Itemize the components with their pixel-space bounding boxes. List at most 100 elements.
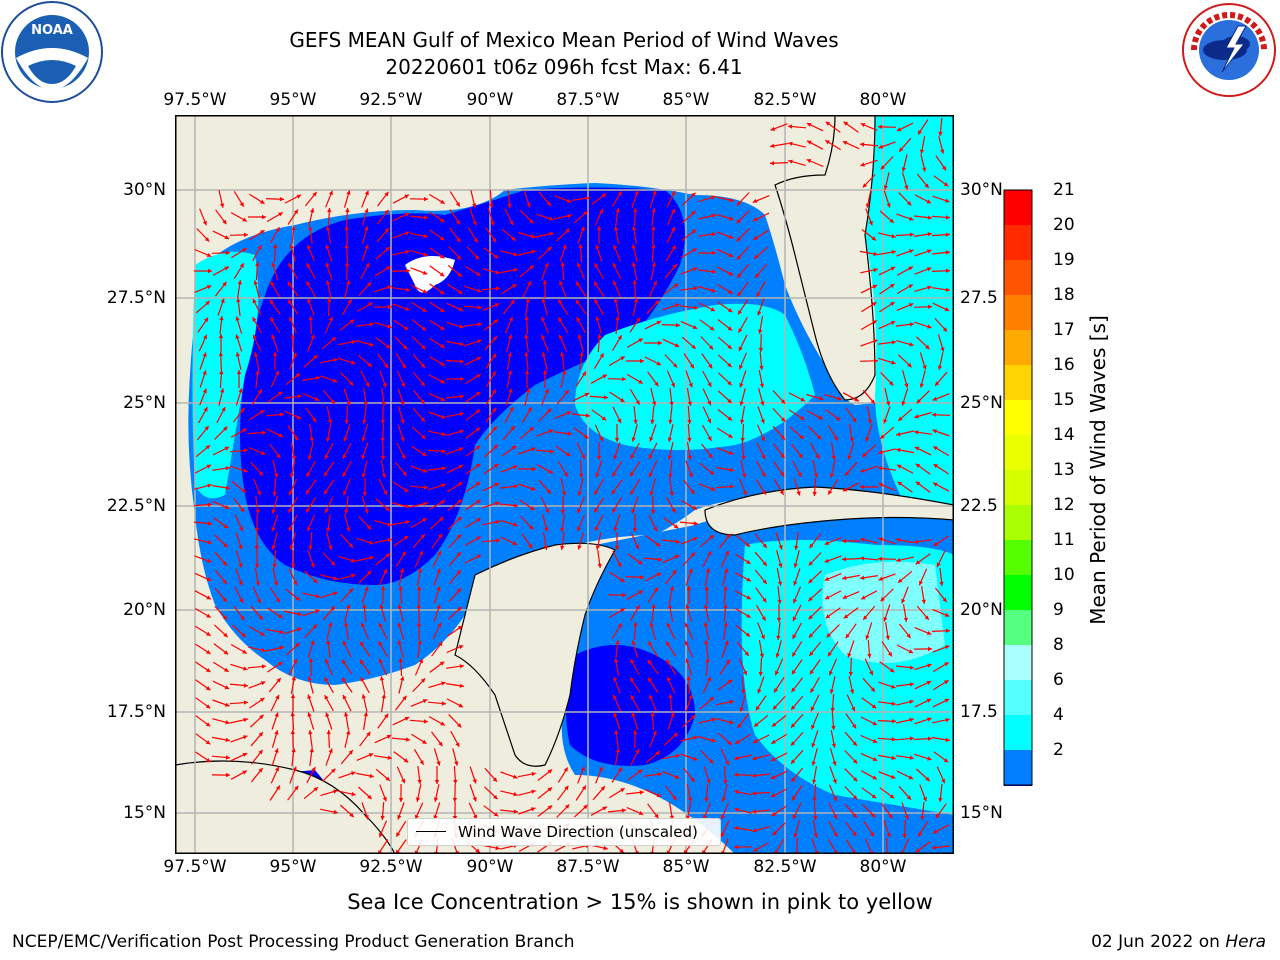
wind-arrow-head bbox=[770, 775, 776, 780]
wind-arrow-head bbox=[888, 813, 893, 819]
wind-arrow-head bbox=[457, 625, 463, 630]
wind-arrow-head bbox=[746, 595, 751, 600]
wind-arrow-head bbox=[434, 780, 440, 784]
wind-arrow-head bbox=[742, 490, 747, 496]
wind-arrow-head bbox=[880, 596, 885, 602]
wind-arrow-head bbox=[292, 766, 297, 772]
wind-arrow-head bbox=[711, 717, 716, 722]
wind-arrow-head bbox=[346, 401, 351, 406]
wind-arrow-head bbox=[241, 632, 246, 637]
wind-arrow-head bbox=[649, 694, 654, 700]
wind-arrow-head bbox=[457, 516, 462, 522]
wind-arrow-head bbox=[383, 490, 388, 495]
wind-arrow-head bbox=[276, 453, 281, 459]
wind-arrow-head bbox=[595, 316, 600, 321]
wind-arrow-head bbox=[925, 344, 930, 350]
wind-arrow-head bbox=[512, 284, 517, 289]
lon-tick-bottom: 87.5°W bbox=[556, 857, 620, 877]
wind-arrow-head bbox=[704, 640, 709, 645]
wind-arrow-head bbox=[344, 509, 349, 514]
wind-arrow-head bbox=[403, 758, 409, 763]
wind-arrow-head bbox=[456, 570, 461, 575]
wind-arrow-head bbox=[651, 604, 656, 609]
wind-arrow-head bbox=[863, 615, 868, 620]
wind-arrow-head bbox=[868, 220, 873, 226]
wind-arrow-head bbox=[560, 545, 565, 550]
wind-arrow-head bbox=[685, 658, 690, 663]
wind-arrow-head bbox=[924, 183, 929, 188]
wind-arrow-head bbox=[541, 334, 546, 340]
wind-arrow-head bbox=[647, 659, 652, 665]
wind-arrow-head bbox=[621, 808, 626, 813]
wind-arrow-head bbox=[651, 244, 656, 249]
wind-arrow-head bbox=[729, 720, 734, 725]
wind-arrow-head bbox=[457, 499, 463, 504]
wind-arrow-head bbox=[459, 411, 464, 417]
wind-arrow-head bbox=[872, 775, 877, 780]
wind-arrow-head bbox=[492, 777, 497, 782]
gulf-deep-region bbox=[240, 187, 685, 585]
wind-arrow-head bbox=[675, 323, 680, 328]
wind-arrow-head bbox=[526, 203, 531, 208]
wind-arrow-head bbox=[306, 263, 311, 268]
wind-arrow-head bbox=[580, 766, 585, 772]
wind-arrow-head bbox=[710, 486, 716, 491]
wind-arrow-head bbox=[207, 483, 212, 488]
wind-arrow-head bbox=[420, 381, 425, 386]
wind-arrow-head bbox=[258, 768, 263, 773]
lon-tick-top: 95°W bbox=[269, 90, 317, 110]
colorbar-tick-label: 2 bbox=[1053, 740, 1064, 760]
colorbar-tick-label: 14 bbox=[1053, 425, 1075, 445]
wind-arrow-head bbox=[510, 299, 515, 305]
wind-arrow-head bbox=[687, 419, 692, 424]
wind-arrow-head bbox=[897, 481, 903, 486]
lon-tick-top: 82.5°W bbox=[753, 90, 817, 110]
wind-arrow-head bbox=[452, 797, 458, 802]
wind-arrow-head bbox=[529, 265, 534, 270]
wind-arrow-head bbox=[851, 706, 856, 712]
wind-arrow-head bbox=[852, 759, 858, 764]
wind-arrow-head bbox=[440, 397, 446, 402]
wind-arrow-head bbox=[727, 398, 732, 403]
wind-arrow-head bbox=[436, 586, 441, 591]
wind-arrow-head bbox=[275, 598, 280, 603]
wind-arrow-head bbox=[673, 732, 678, 738]
wind-arrow-head bbox=[403, 535, 409, 540]
wind-arrow-head bbox=[942, 327, 948, 332]
wind-arrow-head bbox=[672, 569, 677, 575]
wind-arrow-head bbox=[615, 748, 621, 753]
wind-arrow-head bbox=[692, 325, 698, 329]
wind-arrow-head bbox=[614, 545, 620, 550]
wind-arrow-head bbox=[271, 509, 276, 514]
wind-arrow-head bbox=[792, 634, 797, 639]
wind-arrow-head bbox=[771, 722, 777, 727]
wind-arrow-head bbox=[243, 683, 248, 688]
colorbar-tick-label: 9 bbox=[1053, 600, 1064, 620]
wind-arrow-head bbox=[909, 249, 914, 254]
wind-arrow-head bbox=[633, 622, 638, 627]
wind-arrow-head bbox=[746, 559, 751, 564]
wind-arrow-head bbox=[328, 748, 333, 753]
wind-arrow-head bbox=[333, 789, 338, 794]
lat-tick-left: 25°N bbox=[123, 393, 166, 413]
wind-arrow-head bbox=[460, 376, 464, 382]
wind-arrow-head bbox=[596, 226, 602, 230]
wind-arrow-head bbox=[927, 232, 932, 237]
wind-arrow-head bbox=[759, 383, 765, 388]
wind-arrow-head bbox=[927, 249, 932, 254]
wind-arrow-head bbox=[511, 236, 516, 241]
wind-arrow-head bbox=[878, 450, 883, 455]
wind-arrow-head bbox=[380, 420, 386, 424]
lat-tick-right: 20°N bbox=[960, 600, 1003, 620]
wind-arrow-head bbox=[739, 383, 744, 388]
wind-arrow-head bbox=[221, 407, 226, 412]
footer-date: 02 Jun 2022 on Hera bbox=[1091, 932, 1266, 952]
wind-arrow-head bbox=[727, 326, 733, 331]
wind-arrow-head bbox=[276, 678, 281, 683]
wind-arrow-head bbox=[288, 299, 293, 304]
wind-arrow-head bbox=[324, 695, 329, 700]
wind-arrow-head bbox=[367, 362, 372, 367]
wind-arrow-head bbox=[254, 545, 259, 550]
wind-arrow-head bbox=[419, 550, 423, 556]
wind-arrow-head bbox=[792, 616, 797, 622]
